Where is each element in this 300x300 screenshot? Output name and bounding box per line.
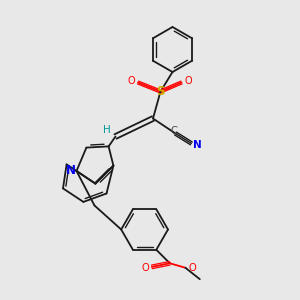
Text: O: O [188,263,196,273]
Text: O: O [184,76,192,86]
Text: O: O [141,263,149,273]
Text: O: O [128,76,135,86]
Text: N: N [65,164,76,178]
Text: N: N [193,140,202,150]
Text: C: C [171,125,177,136]
Text: S: S [156,85,165,98]
Text: H: H [103,125,110,135]
